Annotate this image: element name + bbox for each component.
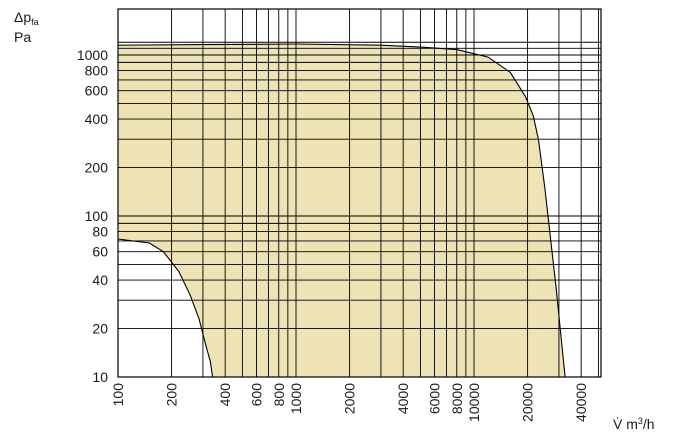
plot-frame — [117, 8, 602, 378]
y-tick-label: 100 — [85, 208, 109, 224]
x-tick-label: 200 — [164, 383, 180, 407]
y-tick-label: 40 — [92, 272, 108, 288]
x-tick-labels: 100 200 400 600 800 1000 2000 4000 6000 8000 10000… — [110, 383, 589, 422]
y-tick-label: 10 — [92, 369, 108, 385]
x-tick-label: 600 — [249, 383, 265, 407]
y-tick-label: 800 — [85, 63, 109, 79]
x-tick-label: 400 — [217, 383, 233, 407]
operating-range-area — [118, 44, 566, 377]
y-tick-label: 60 — [92, 244, 108, 260]
x-tick-label: 4000 — [395, 383, 411, 414]
x-tick-label: 20000 — [520, 383, 536, 422]
upper-boundary-curve — [117, 43, 566, 378]
y-tick-label: 200 — [85, 160, 109, 176]
x-tick-label: 8000 — [449, 383, 465, 414]
y-tick-label: 600 — [85, 83, 109, 99]
y-tick-label: 400 — [85, 111, 109, 127]
x-tick-label: 800 — [271, 383, 287, 407]
x-tick-label: 100 — [110, 383, 126, 407]
y-axis-label: Δpfa — [14, 9, 39, 27]
y-axis-unit: Pa — [14, 29, 32, 45]
y-tick-label: 20 — [92, 321, 108, 337]
y-tick-label: 80 — [92, 224, 108, 240]
x-axis-label: V̇ m3/h — [613, 416, 655, 432]
x-tick-label: 10000 — [466, 383, 482, 422]
x-tick-label: 6000 — [427, 383, 443, 414]
x-tick-label: 40000 — [573, 383, 589, 422]
x-tick-label: 2000 — [342, 383, 358, 414]
x-tick-label: 1000 — [288, 383, 304, 414]
y-tick-label: 1000 — [77, 47, 108, 63]
grid-lines — [118, 9, 601, 377]
lower-boundary-curve — [117, 238, 214, 378]
